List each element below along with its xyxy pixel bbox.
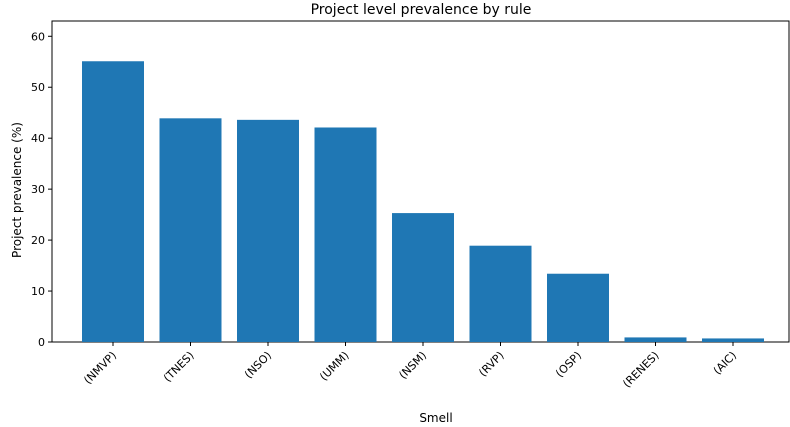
x-axis-label: Smell	[419, 411, 452, 425]
x-tick-label: (RVP)	[476, 349, 506, 379]
y-tick-label: 40	[31, 132, 45, 145]
y-tick-label: 60	[31, 30, 45, 43]
y-axis-label: Project prevalence (%)	[10, 122, 24, 258]
x-tick-label: (RENES)	[620, 349, 661, 390]
y-axis: 0 10 20 30 40 50 60	[31, 30, 52, 349]
y-tick-label: 10	[31, 285, 45, 298]
bar	[237, 119, 299, 342]
bar	[547, 273, 609, 342]
bar	[392, 213, 454, 342]
x-tick-label: (OSP)	[553, 349, 584, 380]
x-tick-label: (NMVP)	[81, 349, 119, 387]
x-tick-label: (TNES)	[161, 349, 197, 385]
x-tick-label: (UMM)	[317, 349, 351, 383]
x-axis: (NMVP) (TNES) (NSO) (UMM) (NSM) (RVP) (OSP) (RE…	[81, 342, 739, 390]
x-tick-label: (NSM)	[396, 349, 429, 382]
x-tick-label: (NSO)	[242, 349, 274, 381]
y-tick-label: 0	[38, 336, 45, 349]
bar	[159, 118, 222, 342]
bar	[624, 337, 687, 342]
bar	[469, 245, 532, 342]
bar	[314, 127, 377, 342]
y-tick-label: 20	[31, 234, 45, 247]
y-tick-label: 50	[31, 81, 45, 94]
chart-title: Project level prevalence by rule	[311, 2, 532, 18]
bar	[702, 338, 764, 342]
x-tick-label: (AIC)	[711, 349, 739, 377]
y-tick-label: 30	[31, 183, 45, 196]
bar	[82, 61, 144, 342]
bars	[82, 61, 764, 342]
